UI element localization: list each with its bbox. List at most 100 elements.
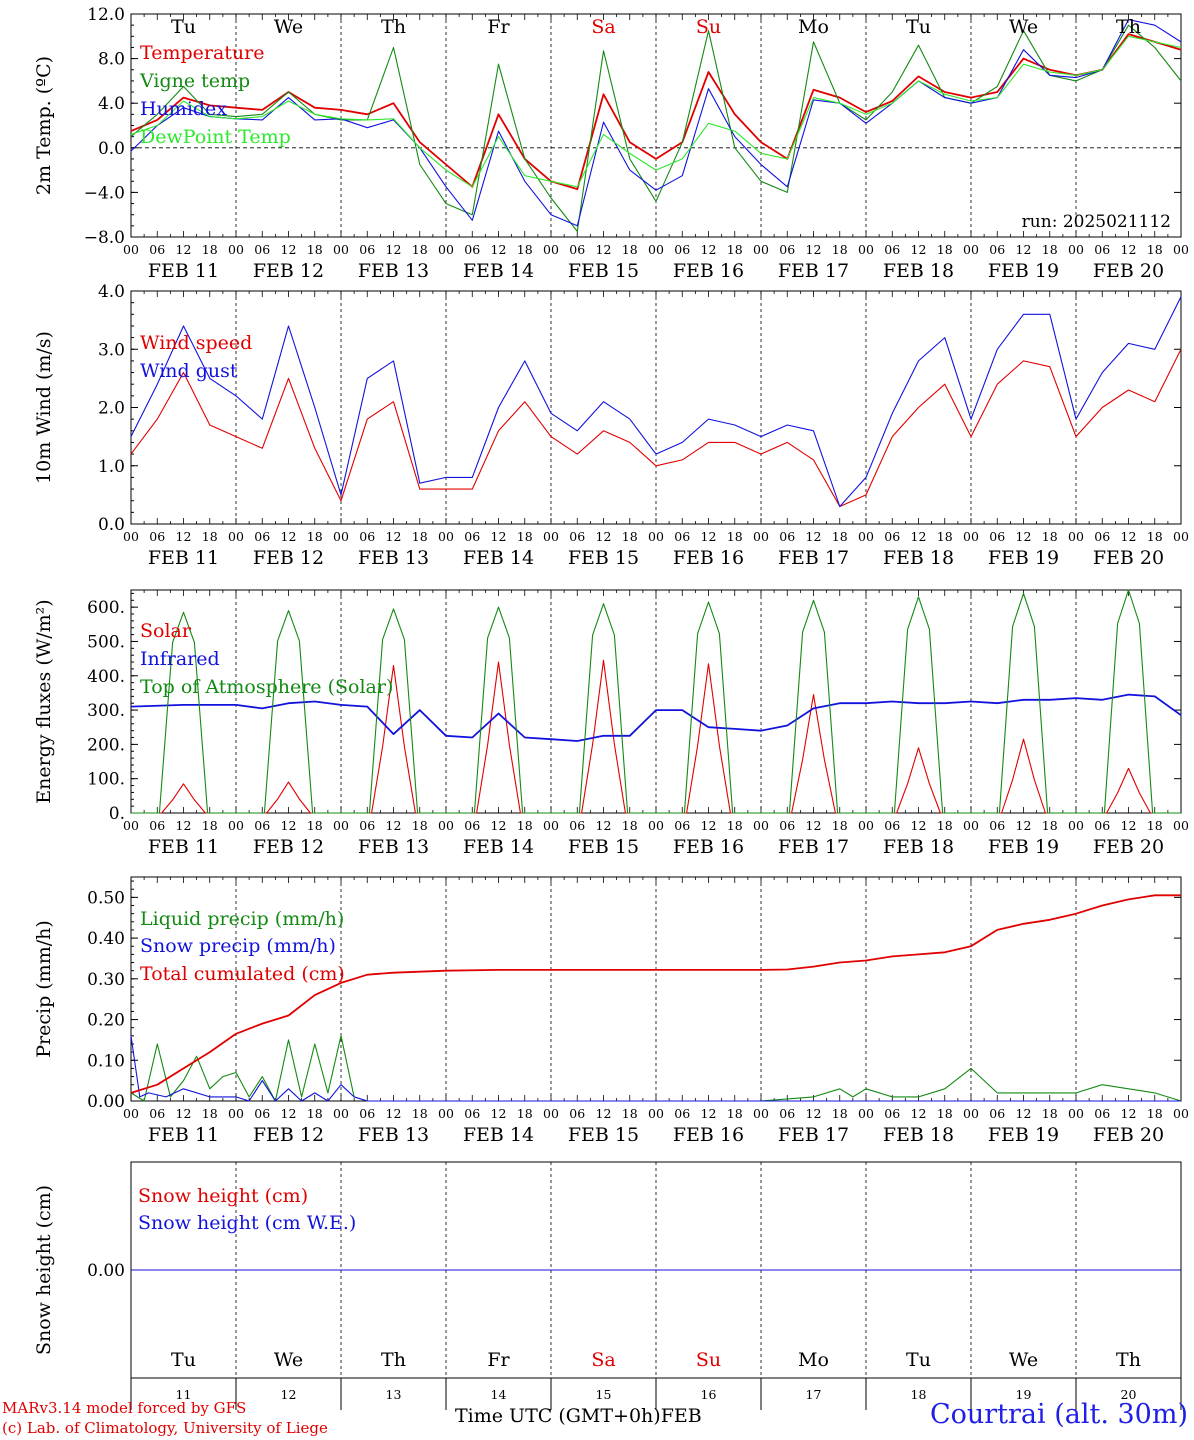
hour-tick-label: 00 (123, 242, 139, 257)
date-label: FEB 12 (253, 1124, 324, 1146)
station-name: Courtrai (alt. 30m) (929, 1399, 1188, 1430)
weekday-label: Th (1116, 16, 1141, 38)
weekday-label: Sa (591, 1349, 615, 1371)
hour-tick-label: 12 (491, 1106, 507, 1121)
hour-tick-label: 12 (176, 1106, 192, 1121)
hour-tick-label: 12 (806, 242, 822, 257)
hour-tick-label: 06 (254, 529, 270, 544)
day-number-label: 16 (701, 1387, 717, 1402)
y-tick-label: −8.0 (84, 228, 125, 248)
hour-tick-label: 12 (386, 1106, 402, 1121)
legend-entry: Top of Atmosphere (Solar) (140, 676, 393, 698)
hour-tick-label: 06 (884, 242, 900, 257)
hour-tick-label: 00 (648, 818, 664, 833)
hour-tick-label: 18 (622, 242, 638, 257)
hour-tick-label: 06 (359, 1106, 375, 1121)
hour-tick-label: 00 (333, 818, 349, 833)
hour-tick-label: 18 (727, 818, 743, 833)
hour-tick-label: 00 (123, 1106, 139, 1121)
hour-tick-label: 06 (1094, 818, 1110, 833)
y-tick-label: 12.0 (87, 5, 125, 25)
legend-entry: Liquid precip (mm/h) (140, 908, 344, 930)
weekday-label: Sa (591, 16, 615, 38)
hour-tick-label: 06 (149, 1106, 165, 1121)
hour-tick-label: 12 (806, 529, 822, 544)
hour-tick-label: 12 (1121, 818, 1137, 833)
weekday-label: Fr (487, 16, 510, 38)
y-tick-label: 4.0 (98, 94, 125, 114)
x-axis-title: Time UTC (GMT+0h)FEB (455, 1405, 702, 1427)
hour-tick-label: 12 (596, 1106, 612, 1121)
hour-tick-label: 18 (1147, 818, 1163, 833)
date-label: FEB 19 (988, 260, 1059, 282)
weekday-label: Tu (171, 1349, 196, 1371)
hour-tick-label: 06 (779, 1106, 795, 1121)
hour-tick-label: 00 (858, 529, 874, 544)
hour-tick-label: 00 (858, 242, 874, 257)
hour-tick-label: 00 (753, 529, 769, 544)
hour-tick-label: 00 (963, 529, 979, 544)
weekday-label: Th (1116, 1349, 1141, 1371)
panel-3: 00 06 12 18 00 06 12 18 00 06 12 18 00 06 12 18 00 06 12 18… (33, 589, 1189, 858)
plot-frame (130, 589, 1182, 814)
date-label: FEB 16 (673, 547, 744, 569)
hour-tick-label: 18 (622, 1106, 638, 1121)
hour-tick-label: 00 (333, 242, 349, 257)
hour-tick-label: 00 (543, 1106, 559, 1121)
hour-tick-label: 12 (1016, 529, 1032, 544)
hour-tick-label: 18 (307, 529, 323, 544)
legend-entry: Temperature (140, 42, 264, 64)
weekday-label: We (1009, 1349, 1038, 1371)
hour-tick-label: 12 (491, 529, 507, 544)
hour-tick-label: 18 (412, 242, 428, 257)
y-axis-label: Snow height (cm) (33, 1185, 55, 1355)
hour-tick-label: 12 (491, 818, 507, 833)
day-number-label: 19 (1016, 1387, 1032, 1402)
hour-tick-label: 18 (1042, 529, 1058, 544)
hour-tick-label: 18 (202, 529, 218, 544)
hour-tick-label: 06 (359, 529, 375, 544)
date-label: FEB 11 (148, 260, 219, 282)
hour-tick-label: 06 (254, 1106, 270, 1121)
y-tick-label: 500. (87, 632, 125, 652)
date-label: FEB 13 (358, 547, 429, 569)
hour-tick-label: 12 (596, 242, 612, 257)
hour-tick-label: 06 (989, 242, 1005, 257)
y-tick-label: 1.0 (98, 457, 125, 477)
legend-entry: Wind speed (140, 332, 252, 354)
weekday-label: Th (381, 1349, 406, 1371)
date-label: FEB 17 (778, 1124, 849, 1146)
y-tick-label: 3.0 (98, 340, 125, 360)
hour-tick-label: 00 (1068, 529, 1084, 544)
weekday-label: Tu (171, 16, 196, 38)
hour-tick-label: 06 (359, 818, 375, 833)
date-label: FEB 16 (673, 836, 744, 858)
hour-tick-label: 12 (176, 818, 192, 833)
date-label: FEB 15 (568, 260, 639, 282)
hour-tick-label: 18 (517, 529, 533, 544)
hour-tick-label: 06 (779, 818, 795, 833)
hour-tick-label: 12 (701, 242, 717, 257)
hour-tick-label: 00 (438, 1106, 454, 1121)
panel-2: 00 06 12 18 00 06 12 18 00 06 12 18 00 06 12 18 00 06 12 18… (33, 282, 1189, 569)
legend-entry: Snow height (cm W.E.) (138, 1212, 356, 1234)
hour-tick-label: 18 (727, 529, 743, 544)
hour-tick-label: 00 (1173, 818, 1189, 833)
y-tick-label: 0.30 (87, 970, 125, 990)
legend-entry: DewPoint Temp (140, 126, 291, 148)
date-label: FEB 16 (673, 260, 744, 282)
hour-tick-label: 00 (963, 818, 979, 833)
hour-tick-label: 18 (307, 242, 323, 257)
hour-tick-label: 18 (1147, 529, 1163, 544)
legend-entry: Wind gust (140, 360, 238, 382)
hour-tick-label: 18 (1147, 242, 1163, 257)
date-label: FEB 18 (883, 547, 954, 569)
hour-tick-label: 12 (176, 242, 192, 257)
hour-tick-label: 18 (937, 529, 953, 544)
date-label: FEB 20 (1093, 547, 1164, 569)
y-tick-label: 0.20 (87, 1011, 125, 1031)
y-tick-label: 0.0 (98, 139, 125, 159)
hour-tick-label: 00 (753, 818, 769, 833)
weekday-label: We (1009, 16, 1038, 38)
